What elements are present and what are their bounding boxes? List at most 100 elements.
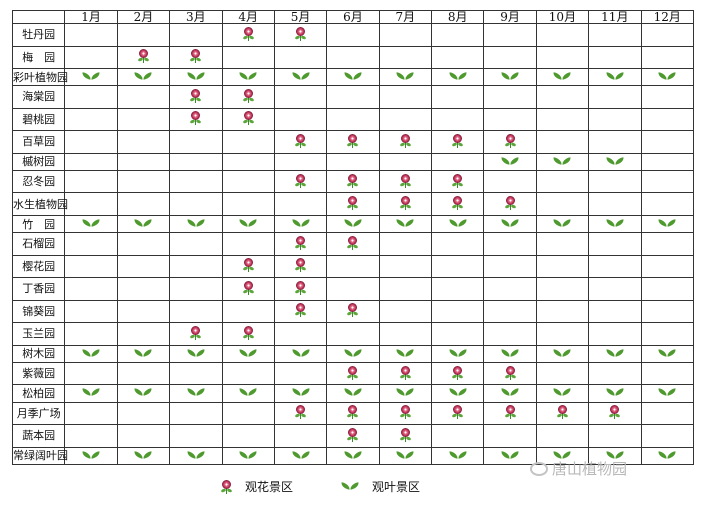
- month-cell: [430, 214, 485, 234]
- leaf-icon: [238, 388, 258, 397]
- month-cell: [588, 361, 642, 386]
- flower-icon: [137, 49, 150, 64]
- month-cell: [378, 361, 433, 386]
- month-cell: [588, 169, 642, 194]
- garden-row: 树木园: [11, 344, 694, 363]
- leaf-icon: [500, 451, 520, 460]
- month-cell: [116, 192, 171, 216]
- month-cell: [169, 277, 223, 301]
- garden-name: 百草园: [11, 130, 66, 154]
- month-cell: [326, 23, 380, 47]
- month-header: 1月: [64, 10, 118, 24]
- leaf-icon: [552, 72, 572, 81]
- leaf-icon: [343, 451, 363, 460]
- month-cell: [326, 401, 380, 426]
- month-cell: [64, 45, 118, 69]
- month-cell: [483, 299, 537, 324]
- month-cell: [483, 23, 537, 47]
- garden-row: 樱花园: [11, 254, 694, 279]
- month-cell: [169, 23, 223, 47]
- corner-cell: [11, 10, 66, 24]
- month-cell: [273, 85, 328, 109]
- leaf-icon: [605, 348, 625, 358]
- garden-row: 锦葵园: [11, 299, 694, 324]
- leaf-icon: [133, 388, 153, 397]
- month-cell: [535, 232, 590, 256]
- month-cell: [273, 45, 328, 69]
- month-cell: [640, 446, 694, 466]
- leaf-icon: [395, 348, 415, 358]
- leaf-icon: [500, 388, 520, 397]
- month-cell: [483, 384, 537, 403]
- month-cell: [378, 254, 433, 279]
- month-cell: [588, 67, 642, 87]
- flower-icon: [451, 405, 464, 420]
- flower-icon: [294, 258, 307, 273]
- month-cell: [116, 130, 171, 154]
- leaf-icon: [81, 451, 101, 460]
- garden-name: 碧桃园: [11, 107, 66, 132]
- month-cell: [326, 446, 380, 466]
- legend-flower-label: 观花景区: [245, 480, 294, 494]
- month-cell: [535, 299, 590, 324]
- leaf-icon: [343, 388, 363, 397]
- month-cell: [64, 214, 118, 234]
- month-cell: [535, 384, 590, 403]
- leaf-icon: [448, 219, 468, 228]
- month-cell: [430, 384, 485, 403]
- leaf-icon: [186, 388, 206, 397]
- month-cell: [64, 401, 118, 426]
- month-cell: [378, 424, 433, 448]
- flower-icon: [242, 111, 255, 126]
- month-cell: [169, 130, 223, 154]
- month-cell: [588, 401, 642, 426]
- flower-icon: [399, 173, 412, 188]
- month-cell: [64, 299, 118, 324]
- month-cell: [221, 232, 275, 256]
- month-cell: [116, 232, 171, 256]
- leaf-icon: [448, 72, 468, 81]
- leaf-icon: [186, 72, 206, 81]
- flower-icon: [399, 196, 412, 211]
- month-cell: [64, 254, 118, 279]
- month-cell: [64, 85, 118, 109]
- month-cell: [326, 361, 380, 386]
- garden-name: 月季广场: [11, 401, 66, 426]
- month-cell: [326, 107, 380, 132]
- month-cell: [588, 322, 642, 346]
- month-header: 10月: [535, 10, 590, 24]
- garden-name: 石榴园: [11, 232, 66, 256]
- month-cell: [640, 45, 694, 69]
- month-cell: [64, 446, 118, 466]
- month-cell: [483, 344, 537, 363]
- month-cell: [378, 277, 433, 301]
- garden-row: 梅 园: [11, 45, 694, 69]
- flower-icon: [220, 479, 233, 494]
- garden-name: 彩叶植物园: [11, 67, 68, 87]
- flower-icon: [399, 365, 412, 380]
- month-cell: [169, 169, 223, 194]
- month-cell: [116, 384, 171, 403]
- month-cell: [483, 424, 537, 448]
- month-cell: [221, 277, 275, 301]
- legend-leaf-label: 观叶景区: [372, 480, 421, 494]
- month-cell: [221, 152, 275, 171]
- flower-icon: [189, 88, 202, 103]
- month-cell: [378, 169, 433, 194]
- garden-row: 石榴园: [11, 232, 694, 256]
- month-cell: [588, 85, 642, 109]
- month-cell: [535, 107, 590, 132]
- leaf-icon: [395, 72, 415, 81]
- month-cell: [64, 361, 118, 386]
- month-cell: [535, 45, 590, 69]
- month-cell: [430, 130, 485, 154]
- garden-name: 紫薇园: [11, 361, 66, 386]
- month-cell: [64, 384, 118, 403]
- legend-leaf: 观叶景区: [340, 478, 420, 495]
- month-cell: [116, 152, 171, 171]
- month-cell: [430, 107, 485, 132]
- month-cell: [588, 214, 642, 234]
- flower-icon: [346, 133, 359, 148]
- month-cell: [588, 152, 642, 171]
- flower-icon: [504, 196, 517, 211]
